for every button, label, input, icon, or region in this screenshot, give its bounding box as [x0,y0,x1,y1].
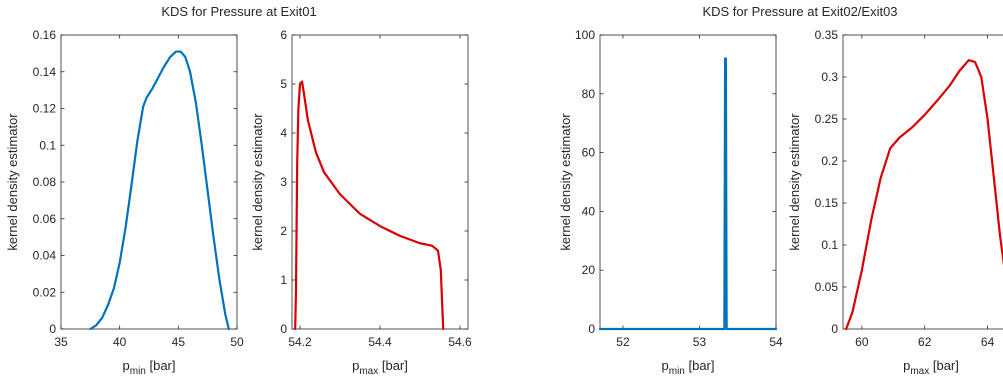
series-line-1 [89,50,230,331]
y-tick-label: 0 [280,322,287,336]
y-tick-label: 0.08 [33,175,57,189]
y-tick-label: 0.06 [33,212,57,226]
y-tick-label: 0.25 [815,112,839,126]
y-tick-label: 0.35 [815,28,839,42]
x-axis-label-unit: [bar] [378,358,408,373]
y-axis-label: kernel density estimator [558,113,573,251]
x-axis-label-unit: [bar] [146,358,176,373]
x-tick-label: 64 [981,335,995,349]
y-tick-label: 1 [280,273,287,287]
x-tick-label: 54.2 [288,335,312,349]
y-tick-label: 0.02 [33,285,57,299]
x-axis-label: pmax [bar] [903,358,959,377]
y-tick-label: 5 [280,77,287,91]
x-tick-label: 50 [230,335,244,349]
plot-box [291,34,469,330]
plot-box [842,34,1003,330]
y-tick-label: 0.12 [33,102,57,116]
x-axis-label: pmin [bar] [662,358,715,377]
plot-box [599,34,777,330]
y-tick-label: 6 [280,28,287,42]
x-tick-label: 62 [918,335,932,349]
x-axis-label-subscript: min [130,366,146,377]
y-tick-label: 0.3 [821,70,838,84]
y-tick-label: 80 [582,87,596,101]
x-axis-label-subscript: max [359,366,378,377]
x-tick-label: 54.6 [448,335,472,349]
x-tick-label: 45 [172,335,186,349]
chart-panels: 35 40 45 5000.020.040.060.080.10.120.140.16… [5,28,1003,377]
y-tick-label: 40 [582,204,596,218]
y-tick-label: 0.2 [821,154,838,168]
x-axis-label-unit: [bar] [685,358,715,373]
x-tick-label: 54 [769,335,783,349]
y-tick-label: 2 [280,224,287,238]
series-line-1 [294,80,445,331]
series-line-1 [845,59,1003,331]
plot-box [60,34,238,330]
chart-panel-3: 52 53 54 0 20 40 60 80 100 pmin [bar] kernel densi… [558,28,783,377]
x-axis-label-main: p [352,358,359,373]
chart-panel-1: 35 40 45 50 0 0.02 0.04 0.06 0.08 0.1 0.12 0.14 0.16… [5,28,244,377]
group-title-exit01: KDS for Pressure at Exit01 [161,4,316,19]
x-tick-label: 40 [113,335,127,349]
y-tick-label: 0 [831,322,838,336]
y-tick-label: 0.14 [33,65,57,79]
y-axis-label: kernel density estimator [787,113,802,251]
y-tick-label: 0.1 [39,138,56,152]
x-axis-label-main: p [903,358,910,373]
y-tick-label: 100 [575,28,595,42]
y-tick-label: 0.04 [33,249,57,263]
y-tick-label: 0.05 [815,280,839,294]
x-tick-label: 54.4 [368,335,392,349]
x-axis-label-unit: [bar] [929,358,959,373]
x-tick-label: 53 [693,335,707,349]
y-tick-label: 0.16 [33,28,57,42]
x-axis-label-main: p [662,358,669,373]
x-tick-label: 60 [855,335,869,349]
y-tick-label: 20 [582,263,596,277]
chart-panel-4: 60 62 64 0 0.05 0.1 0.15 0.2 0.25 0.3 0.35 pmax [ba… [787,28,1003,377]
y-tick-label: 4 [280,126,287,140]
y-tick-label: 0.15 [815,196,839,210]
y-tick-label: 0 [588,322,595,336]
x-axis-label: pmin [bar] [123,358,176,377]
y-tick-label: 0 [49,322,56,336]
x-axis-label-main: p [123,358,130,373]
chart-panel-2: 54.2 54.4 54.6 0 1 2 3 4 5 6 pmax [bar] kernel dens… [250,28,472,377]
x-tick-label: 52 [616,335,630,349]
x-tick-label: 35 [54,335,68,349]
x-axis-label-subscript: max [910,366,929,377]
group-title-exit02-exit03: KDS for Pressure at Exit02/Exit03 [702,4,897,19]
y-axis-label: kernel density estimator [250,113,265,251]
y-tick-label: 3 [280,175,287,189]
x-axis-label-subscript: min [669,366,685,377]
y-axis-label: kernel density estimator [5,113,20,251]
y-tick-label: 0.1 [821,238,838,252]
y-tick-label: 60 [582,146,596,160]
x-axis-label: pmax [bar] [352,358,408,377]
series-line-1 [598,57,778,331]
